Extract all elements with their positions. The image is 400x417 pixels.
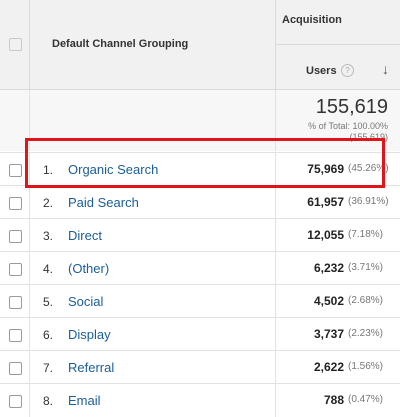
total-sub-value: (155,619) [349, 132, 388, 142]
column-divider [275, 285, 276, 318]
row-checkbox[interactable] [9, 197, 22, 210]
dimension-column-header[interactable]: Default Channel Grouping [52, 38, 189, 50]
column-divider [275, 186, 276, 219]
users-value: 12,055 [307, 228, 344, 242]
users-percent: (45.26%) [348, 163, 389, 174]
column-divider [275, 351, 276, 384]
column-divider [275, 384, 276, 417]
row-checkbox[interactable] [9, 164, 22, 177]
users-value: 3,737 [313, 327, 344, 341]
row-number: 2. [43, 196, 54, 210]
row-checkbox-cell [0, 153, 30, 186]
table-row: 5. Social 4,502 (2.68%) [0, 284, 400, 318]
users-value: 2,622 [313, 360, 344, 374]
users-label[interactable]: Users [306, 65, 337, 77]
row-number: 8. [43, 394, 54, 408]
row-checkbox-cell [0, 384, 30, 417]
row-checkbox-cell [0, 351, 30, 384]
channel-link[interactable]: Paid Search [68, 195, 139, 210]
channel-link[interactable]: Email [68, 393, 101, 408]
users-value: 61,957 [307, 195, 344, 209]
row-checkbox[interactable] [9, 395, 22, 408]
acquisition-label: Acquisition [282, 14, 342, 26]
users-value: 788 [323, 393, 344, 407]
users-value: 6,232 [313, 261, 344, 275]
table-row: 8. Email 788 (0.47%) [0, 383, 400, 417]
row-number: 1. [43, 163, 54, 177]
users-percent: (36.91%) [348, 196, 389, 207]
row-checkbox-cell [0, 285, 30, 318]
header-checkbox-cell [0, 0, 30, 89]
sort-descending-icon[interactable]: ↓ [382, 61, 389, 77]
channel-link[interactable]: (Other) [68, 261, 110, 276]
table-row: 2. Paid Search 61,957 (36.91%) [0, 185, 400, 219]
row-number: 3. [43, 229, 54, 243]
users-percent: (0.47%) [348, 394, 384, 405]
table-row: 4. (Other) 6,232 (3.71%) [0, 251, 400, 285]
table-header: Default Channel Grouping Acquisition Use… [0, 0, 400, 90]
acquisition-group-header: Acquisition [275, 0, 400, 45]
users-column-header[interactable]: Users ? ↓ [275, 45, 400, 89]
channel-link[interactable]: Organic Search [68, 162, 159, 177]
row-checkbox-cell [0, 252, 30, 285]
totals-row: 155,619 % of Total: 100.00% (155,619) [0, 90, 400, 151]
row-checkbox-cell [0, 318, 30, 351]
channel-link[interactable]: Direct [68, 228, 102, 243]
table-row: 6. Display 3,737 (2.23%) [0, 317, 400, 351]
row-checkbox[interactable] [9, 296, 22, 309]
totals-checkbox-cell [0, 90, 30, 151]
row-number: 5. [43, 295, 54, 309]
users-percent: (1.56%) [348, 361, 384, 372]
channel-link[interactable]: Display [68, 327, 111, 342]
row-number: 6. [43, 328, 54, 342]
column-divider [275, 219, 276, 252]
help-icon[interactable]: ? [341, 64, 354, 77]
total-users-value: 155,619 [315, 96, 388, 118]
users-value: 4,502 [313, 294, 344, 308]
row-number: 7. [43, 361, 54, 375]
users-percent: (2.68%) [348, 295, 384, 306]
users-value: 75,969 [307, 162, 344, 176]
column-divider [275, 153, 276, 186]
table-row: 7. Referral 2,622 (1.56%) [0, 350, 400, 384]
table-row: 3. Direct 12,055 (7.18%) [0, 218, 400, 252]
row-checkbox[interactable] [9, 362, 22, 375]
select-all-checkbox[interactable] [9, 38, 22, 51]
table-row: 1. Organic Search 75,969 (45.26%) [0, 152, 400, 186]
row-checkbox-cell [0, 219, 30, 252]
row-checkbox[interactable] [9, 230, 22, 243]
total-percent-label: % of Total: 100.00% [308, 121, 388, 131]
channel-link[interactable]: Referral [68, 360, 115, 375]
totals-dimension-cell [29, 90, 276, 151]
row-checkbox[interactable] [9, 263, 22, 276]
column-divider [275, 318, 276, 351]
users-percent: (2.23%) [348, 328, 384, 339]
users-percent: (7.18%) [348, 229, 384, 240]
row-checkbox[interactable] [9, 329, 22, 342]
channel-link[interactable]: Social [68, 294, 104, 309]
column-divider [275, 252, 276, 285]
row-number: 4. [43, 262, 54, 276]
row-checkbox-cell [0, 186, 30, 219]
users-percent: (3.71%) [348, 262, 384, 273]
